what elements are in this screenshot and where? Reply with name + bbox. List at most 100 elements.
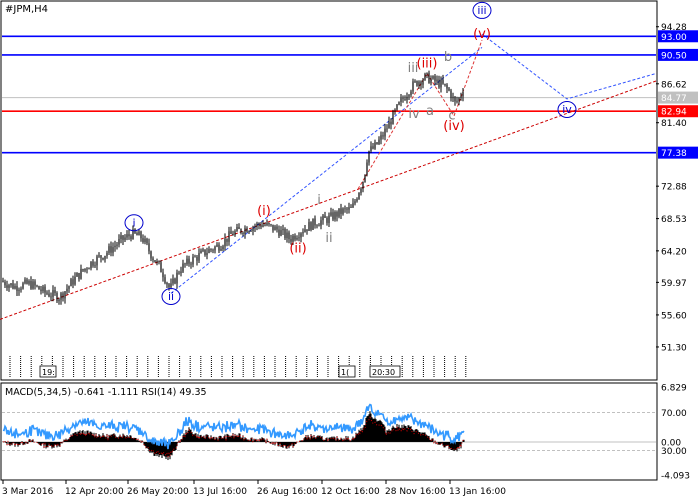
candle-body <box>38 286 40 290</box>
candle-body <box>248 231 250 233</box>
candle-body <box>324 215 326 218</box>
candle-body <box>104 255 106 260</box>
candle-body <box>26 279 28 284</box>
price-level-tag-1 <box>658 48 698 61</box>
candle-body <box>68 286 70 289</box>
wave-label-5: (ii) <box>289 241 306 256</box>
candle-body <box>426 72 428 74</box>
candle-body <box>438 79 440 88</box>
candle-body <box>190 263 192 265</box>
candle-body <box>196 256 198 261</box>
candle-body <box>350 207 352 208</box>
wave-label-7: (iv) <box>443 119 464 134</box>
macd-tick-label-2: -4.093 <box>661 471 690 481</box>
candle-body <box>166 282 168 285</box>
candle-body <box>6 285 8 288</box>
candle-body <box>428 72 430 84</box>
time-tick-label-7: 13 Jan 16:00 <box>449 487 506 497</box>
price-tick-label-11: 51.30 <box>661 343 687 353</box>
candle-body <box>56 293 58 302</box>
wave-label-1: ii <box>168 290 174 303</box>
candle-body <box>90 261 92 269</box>
candle-body <box>184 263 186 265</box>
candle-body <box>12 283 14 289</box>
candle-body <box>164 277 166 283</box>
candle-body <box>422 80 424 85</box>
candle-body <box>42 286 44 292</box>
candle-body <box>420 81 422 85</box>
candle-body <box>278 229 280 236</box>
candle-body <box>240 229 242 233</box>
candle-body <box>300 233 302 238</box>
wave-label-11: iii <box>408 61 419 76</box>
candle-body <box>360 188 362 193</box>
wave-label-13: a <box>426 104 434 119</box>
wave-label-6: (iii) <box>417 57 438 72</box>
wave-circle-3 <box>557 101 577 119</box>
candle-body <box>154 260 156 263</box>
candle-body <box>272 224 274 231</box>
candle-body <box>458 97 460 101</box>
candle-body <box>98 255 100 257</box>
candle-body <box>58 299 60 302</box>
candle-body <box>50 296 52 298</box>
time-tick-label-0: 3 Mar 2016 <box>2 487 54 497</box>
candle-body <box>198 253 200 261</box>
candle-body <box>250 231 252 232</box>
candle-body <box>282 228 284 231</box>
candle-body <box>78 273 80 279</box>
candle-body <box>28 281 30 284</box>
candle-body <box>286 232 288 239</box>
wave-label-8: (v) <box>473 27 491 42</box>
candle-body <box>312 218 314 230</box>
candle-body <box>314 218 316 226</box>
candle-body <box>182 263 184 272</box>
candle-body <box>32 281 34 289</box>
candle-body <box>172 278 174 284</box>
candle-body <box>462 92 464 97</box>
candle-body <box>440 79 442 88</box>
candle-body <box>320 220 322 226</box>
candle-body <box>202 249 204 251</box>
candle-body <box>288 232 290 240</box>
chart-title: #JPM,H4 <box>5 4 48 15</box>
wave-label-4: (i) <box>257 204 271 219</box>
candle-body <box>392 111 394 125</box>
wave-circle-0 <box>124 214 144 232</box>
candle-body <box>132 229 134 239</box>
candle-body <box>112 247 114 253</box>
session-marker-1: 1( <box>341 368 349 377</box>
price-level-tag-3 <box>658 105 698 118</box>
candle-body <box>264 224 266 226</box>
candle-body <box>4 281 6 286</box>
candle-body <box>266 223 268 226</box>
price-level-tag-label-2: 84.77 <box>661 94 687 104</box>
candle-body <box>66 288 68 292</box>
candle-body <box>94 265 96 267</box>
candle-body <box>382 135 384 137</box>
price-level-tag-label-0: 93.00 <box>661 33 687 43</box>
price-candles <box>2 70 464 305</box>
session-separators: 19: 1(20:30 <box>9 356 467 378</box>
wave-label-15: c <box>448 109 455 124</box>
candle-body <box>72 279 74 285</box>
candle-body <box>336 212 338 217</box>
horizontal-levels <box>2 35 656 154</box>
macd-label: MACD(5,34,5) -0.641 -1.111 RSI(14) 49.35 <box>5 387 207 398</box>
candle-body <box>146 238 148 244</box>
candle-body <box>232 233 234 236</box>
price-panel-frame <box>0 0 658 381</box>
wave-circle-2 <box>472 1 492 19</box>
candle-body <box>20 288 22 290</box>
candle-body <box>218 244 220 251</box>
candle-body <box>80 269 82 279</box>
candle-body <box>244 228 246 234</box>
candle-body <box>270 224 272 226</box>
candle-body <box>62 293 64 299</box>
candle-body <box>430 78 432 84</box>
wave-label-12: iv <box>408 107 420 122</box>
candle-body <box>388 121 390 129</box>
time-tick-label-2: 26 May 20:00 <box>127 487 189 497</box>
wave-label-9: i <box>317 193 321 208</box>
